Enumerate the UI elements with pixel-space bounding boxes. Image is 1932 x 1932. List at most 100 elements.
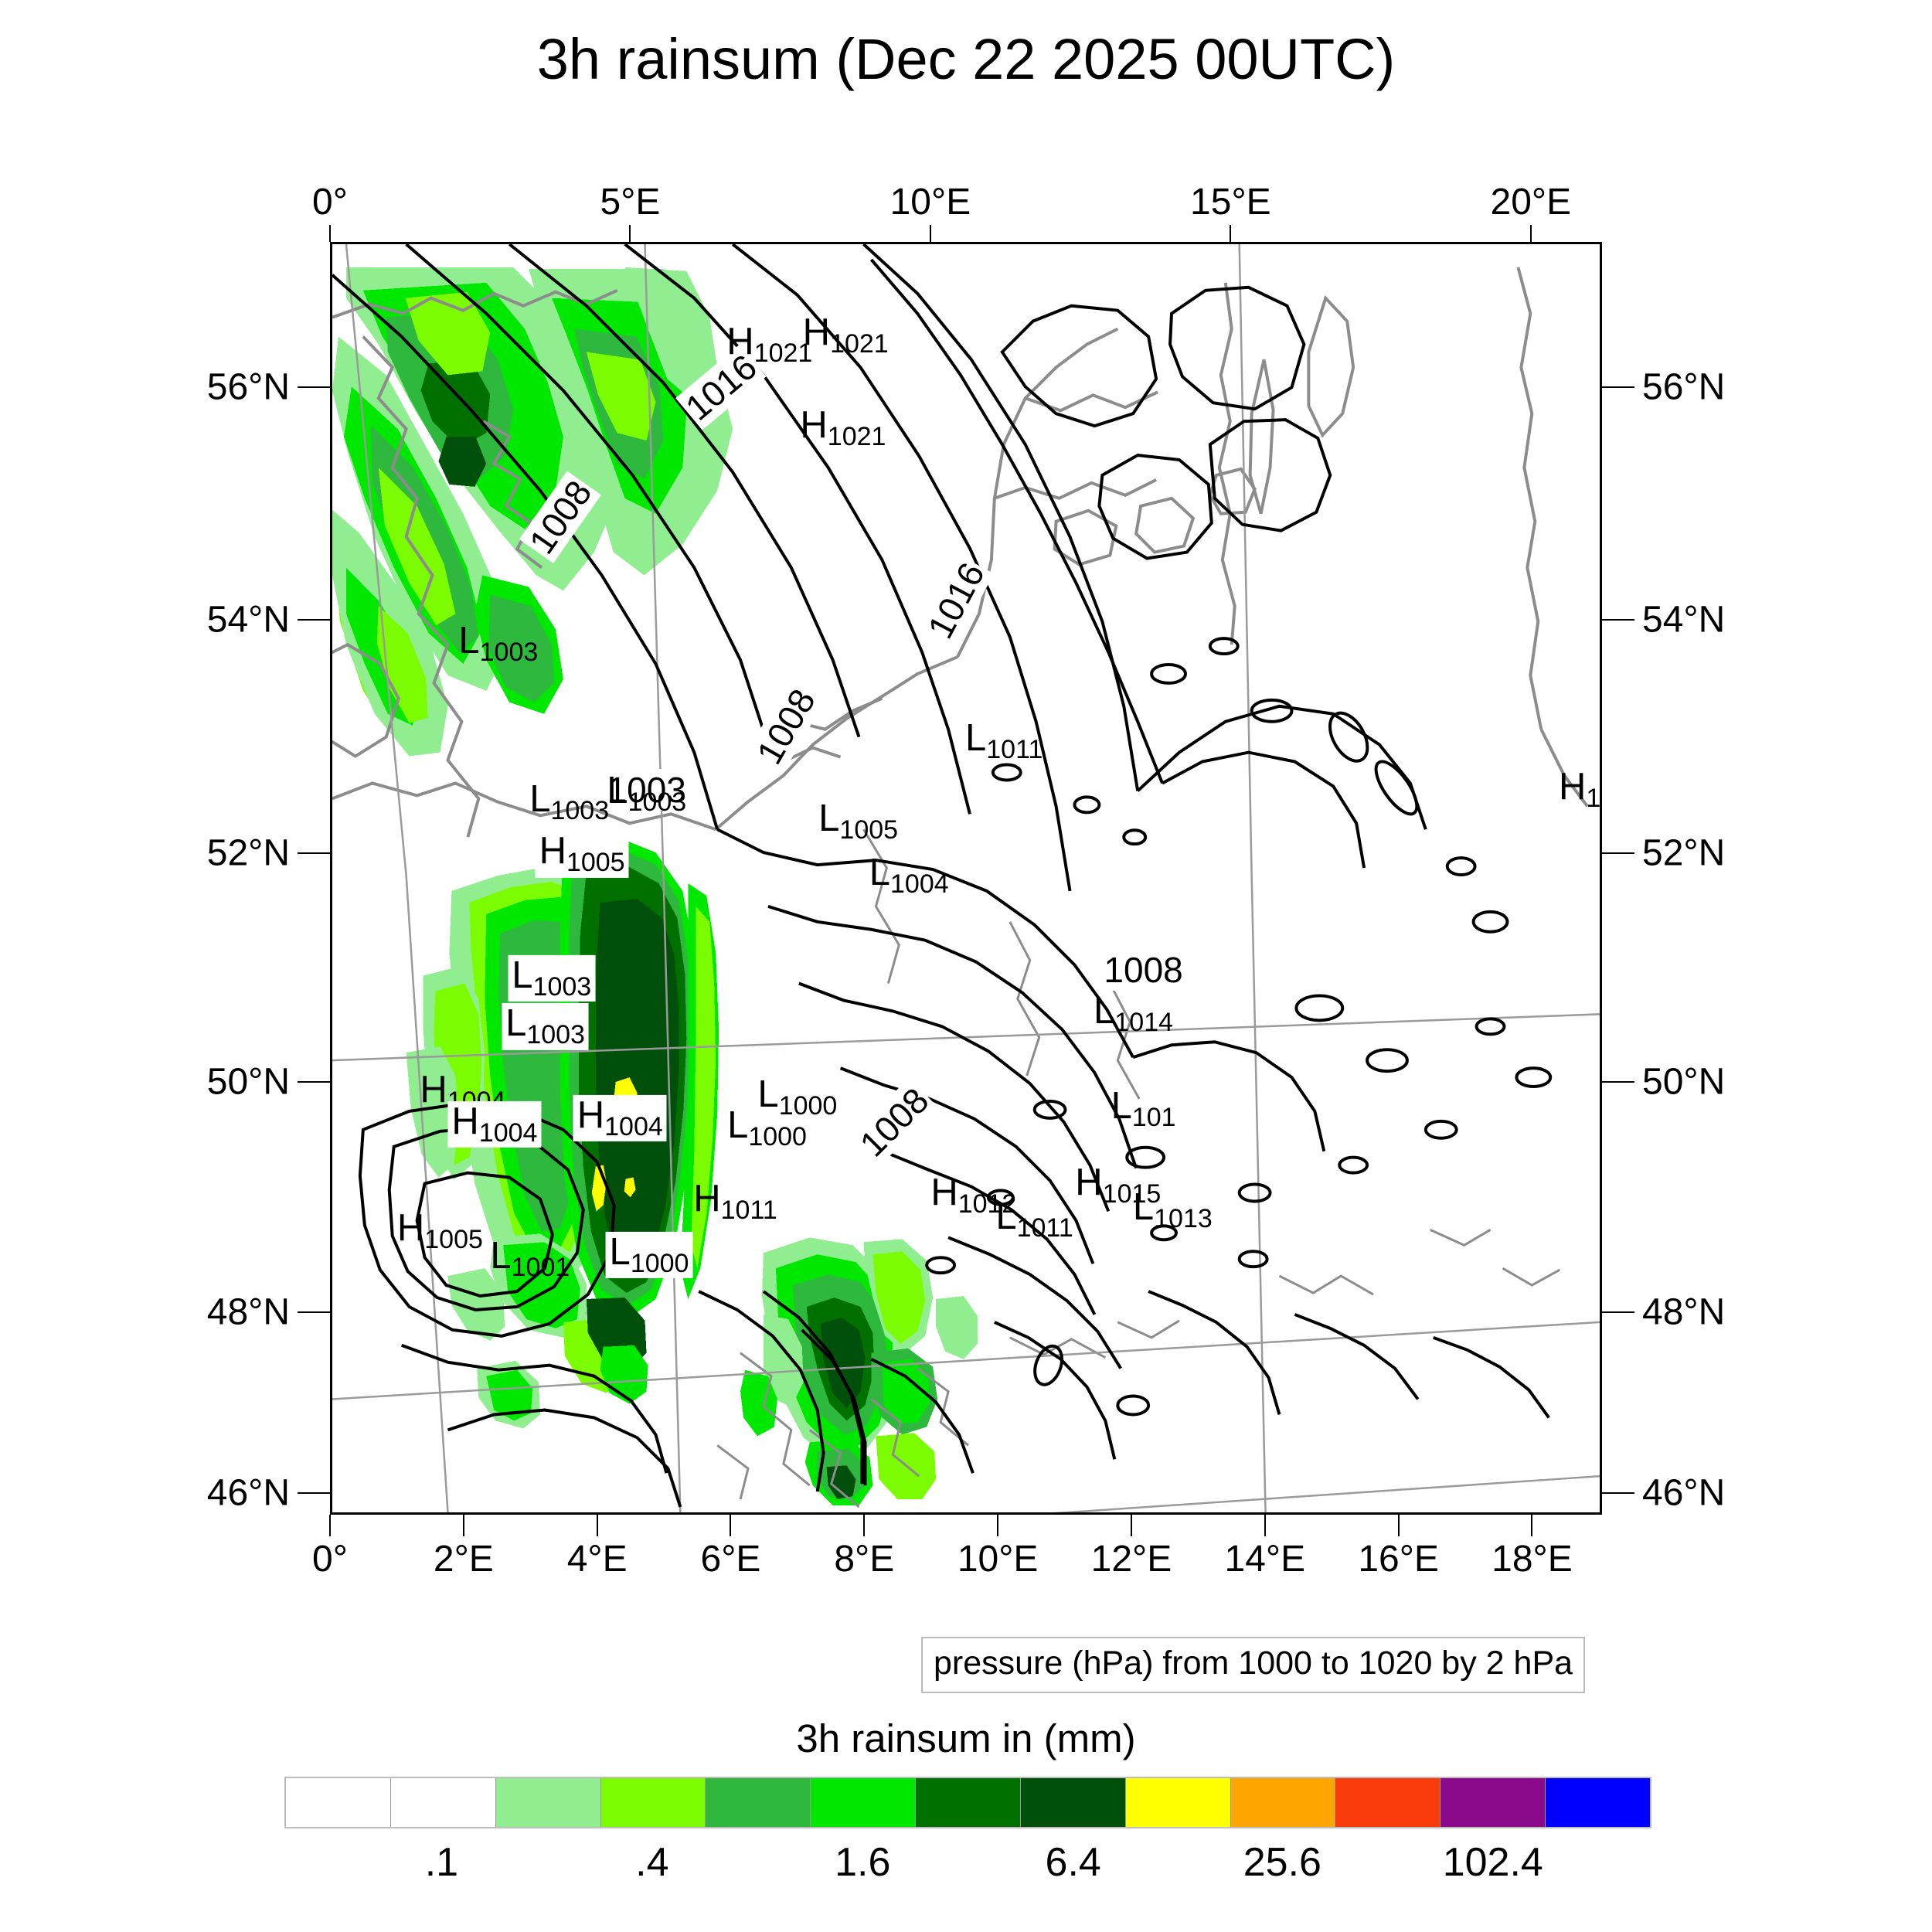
tick-mark <box>730 1515 732 1536</box>
top-axis-tick-2: 10°E <box>889 182 971 223</box>
pressure-marker-h-10-8: H10 <box>1558 765 1600 811</box>
pressure-marker-letter: L <box>490 1234 512 1277</box>
pressure-marker-h-1015-21: H1015 <box>1075 1161 1162 1209</box>
bottom-axis-tick-7: 14°E <box>1224 1539 1306 1580</box>
tick-mark <box>929 225 931 242</box>
left-axis-tick-3: 50°N <box>206 1061 290 1103</box>
pressure-marker-letter: H <box>1558 765 1587 808</box>
pressure-marker-l-1003-4: L1003 <box>529 777 609 824</box>
colorbar-tick-4: 25.6 <box>1243 1840 1321 1885</box>
pressure-marker-value: 1021 <box>827 422 886 452</box>
colorbar-segment-2[interactable] <box>495 1778 601 1827</box>
bottom-axis-tick-1: 2°E <box>433 1539 494 1580</box>
pressure-marker-letter: L <box>1132 1186 1155 1229</box>
colorbar[interactable] <box>284 1777 1651 1828</box>
tick-mark <box>298 1492 330 1494</box>
colorbar-tick-labels: .1 .4 1.6 6.4 25.6 102.4 <box>284 1839 1651 1893</box>
bottom-axis-tick-4: 8°E <box>834 1539 895 1580</box>
map-plot-area[interactable]: 1016 1008 1016 1008 1003 1008 1008 H1021 H1021 H… <box>330 242 1602 1515</box>
pressure-marker-value: 1011 <box>720 1196 777 1226</box>
colorbar-segment-3[interactable] <box>600 1778 706 1827</box>
tick-mark <box>298 1311 330 1314</box>
bottom-axis-tick-8: 16°E <box>1358 1539 1439 1580</box>
bottom-axis-tick-9: 18°E <box>1492 1539 1573 1580</box>
colorbar-segment-10[interactable] <box>1335 1778 1441 1827</box>
right-axis-tick-3: 50°N <box>1642 1061 1726 1103</box>
pressure-marker-l-1013-22: L1013 <box>1132 1186 1213 1233</box>
right-axis-tick-5: 46°N <box>1642 1472 1726 1514</box>
pressure-marker-value: 1005 <box>566 848 625 878</box>
bottom-axis-tick-0: 0° <box>312 1539 348 1580</box>
left-axis-tick-5: 46°N <box>206 1472 290 1514</box>
pressure-marker-letter: L <box>1111 1085 1132 1128</box>
colorbar-segment-11[interactable] <box>1440 1778 1546 1827</box>
tick-mark <box>1230 225 1232 242</box>
pressure-marker-letter: L <box>757 1073 779 1116</box>
pressure-marker-l-1000-27: L1000 <box>605 1230 693 1278</box>
tick-mark <box>1397 1515 1400 1536</box>
top-axis-tick-3: 15°E <box>1190 182 1271 223</box>
bottom-axis-tick-6: 12°E <box>1090 1539 1172 1580</box>
tick-mark <box>1602 386 1634 388</box>
right-axis-tick-0: 56°N <box>1642 366 1726 408</box>
contour-label-1003-4: 1003 <box>604 768 689 811</box>
tick-mark <box>298 619 330 621</box>
tick-mark <box>298 852 330 854</box>
colorbar-segment-6[interactable] <box>916 1778 1021 1827</box>
right-axis-tick-2: 52°N <box>1642 832 1726 874</box>
pressure-marker-letter: L <box>818 797 840 839</box>
bottom-axis-tick-5: 10°E <box>957 1539 1039 1580</box>
pressure-marker-letter: L <box>609 1230 631 1273</box>
pressure-marker-h-1012-20: H1012 <box>930 1171 1016 1217</box>
colorbar-segment-1[interactable] <box>390 1778 496 1827</box>
colorbar-tick-0: .1 <box>424 1840 459 1885</box>
colorbar-segment-12[interactable] <box>1546 1778 1650 1827</box>
colorbar-segment-5[interactable] <box>811 1778 917 1827</box>
colorbar-segment-4[interactable] <box>706 1778 811 1827</box>
pressure-marker-l-1011-7: L1011 <box>965 719 1043 764</box>
colorbar-segment-8[interactable] <box>1125 1778 1231 1827</box>
pressure-marker-letter: H <box>396 1206 425 1249</box>
bottom-axis-tick-3: 6°E <box>700 1539 761 1580</box>
colorbar-segment-7[interactable] <box>1020 1778 1126 1827</box>
pressure-marker-l-1004-10: L1004 <box>869 854 949 900</box>
colorbar-tick-1: .4 <box>635 1840 669 1885</box>
tick-mark <box>329 225 331 242</box>
pressure-marker-l-1000-17: L1000 <box>757 1073 837 1120</box>
pressure-marker-value: 1000 <box>630 1248 689 1278</box>
pressure-marker-letter: H <box>577 1094 605 1136</box>
pressure-marker-value: 1015 <box>1102 1179 1162 1209</box>
map-canvas: 1016 1008 1016 1008 1003 1008 1008 H1021 H1021 H… <box>332 244 1600 1512</box>
pressure-marker-value: 1014 <box>1114 1008 1173 1038</box>
pressure-marker-letter: H <box>1075 1161 1103 1203</box>
tick-mark <box>1529 225 1532 242</box>
coastline-layer <box>332 267 1589 1509</box>
colorbar-segment-9[interactable] <box>1230 1778 1336 1827</box>
pressure-marker-value: 1004 <box>890 869 949 900</box>
pressure-marker-letter: L <box>458 619 480 662</box>
pressure-caption: pressure (hPa) from 1000 to 1020 by 2 hP… <box>921 1637 1586 1693</box>
tick-mark <box>462 1515 464 1536</box>
pressure-marker-h-1004-15: H1004 <box>447 1100 542 1148</box>
colorbar-tick-5: 102.4 <box>1442 1840 1543 1885</box>
colorbar-segment-0[interactable] <box>286 1778 391 1827</box>
pressure-marker-letter: L <box>505 1002 527 1045</box>
pressure-marker-l-1003-12: L1003 <box>502 1002 589 1050</box>
tick-mark <box>596 1515 598 1536</box>
pressure-marker-l-1011-23: L1011 <box>995 1197 1073 1241</box>
pressure-marker-value: 1005 <box>839 815 899 845</box>
pressure-marker-l-1014-13: L1014 <box>1094 992 1173 1036</box>
pressure-marker-value: 1003 <box>532 972 592 1002</box>
top-axis-tick-0: 0° <box>312 182 348 223</box>
pressure-marker-letter: H <box>930 1171 958 1213</box>
graticule-layer <box>332 244 1600 1512</box>
tick-mark <box>1130 1515 1132 1536</box>
pressure-marker-letter: L <box>1094 989 1115 1032</box>
colorbar-tick-3: 6.4 <box>1045 1840 1101 1885</box>
pressure-marker-letter: L <box>529 777 551 820</box>
pressure-marker-letter: H <box>693 1177 721 1219</box>
left-axis-tick-2: 52°N <box>206 832 290 874</box>
top-axis-tick-1: 5°E <box>600 182 661 223</box>
pressure-marker-l-1003-5: L1003 <box>607 771 686 815</box>
right-axis-tick-4: 48°N <box>1642 1291 1726 1333</box>
